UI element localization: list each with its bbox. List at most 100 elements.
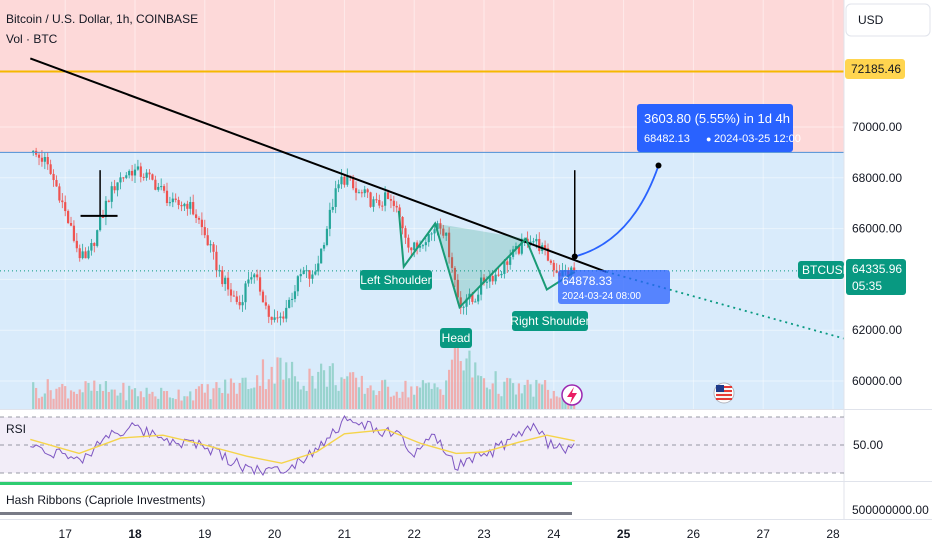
- volume-bar: [404, 380, 407, 409]
- volume-bar: [99, 384, 102, 409]
- volume-bar: [494, 371, 497, 409]
- volume-bar: [177, 389, 180, 409]
- volume-bar: [421, 380, 425, 409]
- volume-bar: [209, 399, 212, 409]
- volume-bar: [267, 379, 270, 409]
- volume-bar: [244, 377, 247, 409]
- time-tick-label: 25: [617, 527, 631, 541]
- candle-body: [573, 267, 576, 271]
- forecast-end-dot: [655, 162, 662, 169]
- volume-bar: [276, 357, 279, 409]
- candle-body: [224, 277, 227, 285]
- candle-body: [503, 261, 506, 274]
- time-tick-label: 24: [547, 527, 561, 541]
- right-shoulder-label: Right Shoulder: [510, 311, 590, 331]
- candle-body: [421, 245, 425, 247]
- us-flag-event-icon[interactable]: [713, 382, 735, 404]
- time-tick-label: 18: [128, 527, 142, 541]
- price-tick-label: 60000.00: [852, 374, 902, 388]
- volume-bar: [200, 383, 203, 409]
- time-axis: 17 18 19 20 21 22 23 24 25 26 27 28: [59, 527, 840, 541]
- volume-bar: [517, 383, 520, 409]
- volume-bar: [532, 396, 535, 409]
- candle-body: [250, 277, 253, 280]
- candle-body: [232, 295, 235, 297]
- volume-bar: [189, 391, 192, 409]
- candle-body: [491, 275, 494, 282]
- candle-body: [32, 150, 35, 153]
- rsi-level-label: 50.00: [853, 438, 883, 452]
- candle-body: [407, 237, 410, 248]
- candle-body: [107, 200, 110, 202]
- candle-body: [177, 199, 180, 206]
- time-tick-label: 17: [59, 527, 73, 541]
- candle-body: [55, 180, 58, 187]
- volume-bar: [401, 391, 404, 409]
- volume-bar: [253, 387, 256, 409]
- lightning-event-icon[interactable]: [561, 384, 583, 406]
- candle-body: [151, 174, 154, 180]
- time-tick-label: 28: [826, 527, 840, 541]
- candle-body: [360, 192, 363, 194]
- candle-body: [456, 279, 459, 298]
- btcusd-tag: BTCUSD: [798, 261, 852, 279]
- volume-bar: [250, 388, 253, 409]
- volume-bar: [133, 388, 137, 409]
- volume-bar: [174, 399, 177, 409]
- candle-body: [61, 200, 64, 203]
- volume-bar: [218, 387, 221, 409]
- candle-body: [244, 283, 247, 303]
- price-tick-label: 68000.00: [852, 171, 902, 185]
- volume-bar: [148, 393, 151, 409]
- candle-body: [293, 291, 297, 299]
- volume-bar: [398, 397, 401, 409]
- volume-bar: [392, 395, 395, 409]
- volume-bar: [288, 378, 291, 409]
- volume-bar: [282, 379, 285, 409]
- currency-selector[interactable]: USD: [845, 3, 931, 37]
- volume-bar: [128, 385, 131, 409]
- candle-body: [194, 214, 198, 218]
- candle-body: [189, 202, 192, 209]
- candle-body: [37, 154, 41, 158]
- volume-bar: [75, 393, 78, 409]
- candle-body: [366, 189, 369, 193]
- hash-value-label: 500000000.00: [852, 503, 929, 517]
- volume-bar: [145, 387, 148, 409]
- time-tick-label: 22: [408, 527, 422, 541]
- candle-body: [122, 177, 125, 179]
- candle-body: [215, 251, 218, 271]
- candle-body: [162, 186, 166, 191]
- candle-body: [270, 316, 273, 320]
- volume-bar: [116, 395, 119, 409]
- volume-bar: [168, 397, 171, 409]
- time-tick-label: 27: [757, 527, 771, 541]
- volume-bar: [514, 394, 518, 409]
- volume-bar: [459, 361, 462, 409]
- candle-body: [264, 302, 267, 306]
- projection-label-text: 3603.80 (5.55%) in 1d 4h: [644, 111, 790, 126]
- candle-body: [165, 190, 169, 204]
- candle-body: [520, 239, 523, 254]
- volume-bar: [497, 393, 500, 409]
- volume-bar: [511, 383, 515, 409]
- volume-bar: [334, 385, 337, 409]
- rsi-lines: [30, 415, 575, 476]
- candle-body: [99, 216, 102, 231]
- volume-bar: [279, 357, 282, 409]
- volume-bar: [322, 370, 326, 409]
- volume-bar: [424, 383, 427, 409]
- volume-bar: [366, 388, 369, 409]
- candle-body: [96, 230, 99, 246]
- volume-bar: [136, 396, 140, 409]
- candle-body: [78, 248, 81, 259]
- candle-body: [200, 219, 203, 228]
- volume-bar: [450, 359, 454, 409]
- volume-bar: [462, 370, 465, 409]
- candle-body: [226, 277, 230, 290]
- rsi-line: [30, 415, 575, 476]
- candle-body: [363, 189, 366, 194]
- candle-body: [517, 246, 520, 254]
- resistance-price-badge-bg: [845, 59, 905, 79]
